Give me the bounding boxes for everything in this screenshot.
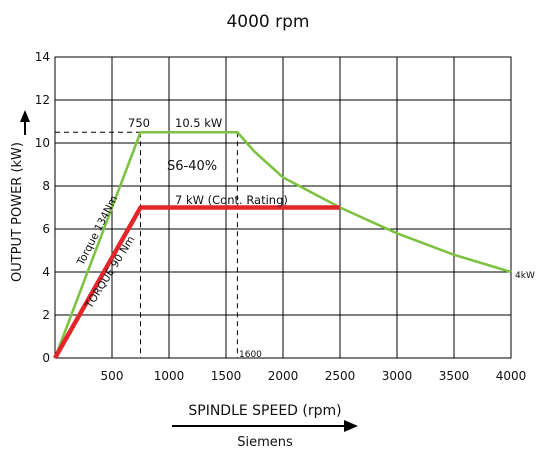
- x-tick-label: 2500: [325, 369, 356, 383]
- x-tick-label: 3000: [382, 369, 413, 383]
- y-tick-label: 6: [42, 222, 50, 236]
- series-line-s6: [53, 130, 512, 359]
- x-axis-label: SPINDLE SPEED (rpm): [188, 403, 341, 419]
- speed-1600-label: 1600: [239, 350, 262, 360]
- y-tick-label: 12: [35, 93, 50, 107]
- x-tick-labels: 500 1000 1500 2000 2500 3000 3500 4000: [101, 369, 527, 383]
- annotations: 750 10.5 kW S6-40% 7 kW (Cont. Rating) 1…: [75, 116, 535, 360]
- cont-rating-label: 7 kW (Cont. Rating): [175, 193, 288, 207]
- y-tick-label: 2: [42, 308, 50, 322]
- source-label: Siemens: [237, 435, 293, 450]
- x-tick-label: 2000: [268, 369, 299, 383]
- x-tick-label: 1500: [211, 369, 242, 383]
- x-axis-arrow: [172, 420, 358, 432]
- y-tick-label: 8: [42, 179, 50, 193]
- y-tick-label: 14: [35, 50, 50, 64]
- corner-speed-label: 750: [128, 116, 150, 130]
- reference-lines: [55, 131, 238, 358]
- peak-power-label: 10.5 kW: [175, 116, 222, 130]
- plot-frame: [54, 56, 512, 359]
- y-axis-label: OUTPUT POWER (kW): [10, 142, 25, 282]
- y-tick-label: 0: [42, 351, 50, 365]
- y-axis-arrow: [20, 110, 30, 135]
- x-tick-label: 4000: [496, 369, 527, 383]
- series-layer: [53, 130, 512, 360]
- y-tick-label: 10: [35, 136, 50, 150]
- end-power-label: 4kW: [515, 271, 535, 281]
- x-tick-label: 500: [101, 369, 124, 383]
- y-tick-label: 4: [42, 265, 50, 279]
- series-line-cont: [53, 205, 340, 360]
- x-tick-label: 1000: [154, 369, 185, 383]
- duty-cycle-label: S6-40%: [167, 159, 217, 174]
- chart-title: 4000 rpm: [226, 12, 309, 32]
- y-tick-labels: 0 2 4 6 8 10 12 14: [35, 50, 50, 365]
- x-tick-label: 3500: [439, 369, 470, 383]
